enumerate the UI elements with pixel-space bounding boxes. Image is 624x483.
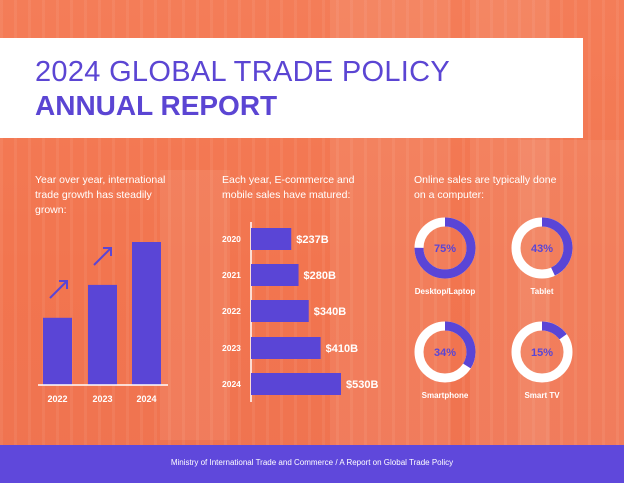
- donut-category-label: Desktop/Laptop: [415, 287, 476, 296]
- donut-value-label: 15%: [531, 347, 553, 359]
- arrow-up-right-icon: [93, 247, 112, 266]
- arrow-up-right-icon: [103, 247, 112, 256]
- sales-value-label: $340B: [314, 306, 346, 318]
- growth-bar: [132, 242, 161, 385]
- sales-bar: [251, 228, 292, 250]
- sales-tick-label: 2022: [222, 306, 241, 316]
- title-banner: [0, 38, 583, 138]
- background-building: [520, 140, 624, 445]
- growth-tick-label: 2023: [92, 394, 112, 404]
- sales-bar: [251, 264, 299, 286]
- footer-text: Ministry of International Trade and Comm…: [170, 458, 454, 467]
- donut-category-label: Smartphone: [422, 391, 469, 400]
- sales-description: Each year, E-commerce and mobile sales h…: [222, 174, 355, 201]
- donut-slice: [511, 321, 573, 383]
- donut-value-label: 75%: [434, 243, 456, 255]
- donut-value-label: 34%: [434, 347, 456, 359]
- sales-bar: [251, 373, 341, 395]
- sales-value-label: $530B: [346, 379, 378, 391]
- donut-value-label: 43%: [531, 243, 553, 255]
- sales-tick-label: 2024: [222, 379, 241, 389]
- report-subtitle: ANNUAL REPORT: [35, 90, 278, 121]
- sales-bar: [251, 300, 309, 322]
- sales-value-label: $237B: [296, 234, 328, 246]
- growth-description: Year over year, international trade grow…: [35, 174, 166, 216]
- growth-bar: [43, 317, 72, 385]
- donut-slice: [414, 321, 476, 383]
- growth-tick-label: 2022: [47, 394, 67, 404]
- sales-tick-label: 2021: [222, 270, 241, 280]
- arrow-up-right-icon: [49, 280, 68, 299]
- arrow-up-right-icon: [59, 280, 68, 289]
- background-building: [160, 170, 230, 440]
- sales-value-label: $410B: [326, 343, 358, 355]
- donut-category-label: Smart TV: [524, 391, 560, 400]
- donut-slice: [511, 217, 573, 279]
- sales-tick-label: 2023: [222, 343, 241, 353]
- sales-bar: [251, 337, 321, 359]
- growth-tick-label: 2024: [136, 394, 156, 404]
- donut-slice: [414, 217, 476, 279]
- report-title: 2024 GLOBAL TRADE POLICY: [35, 56, 450, 88]
- sales-tick-label: 2020: [222, 234, 241, 244]
- growth-bar: [88, 284, 117, 385]
- footer-bar: [0, 445, 624, 483]
- donut-category-label: Tablet: [531, 287, 554, 296]
- online-description: Online sales are typically done on a com…: [414, 174, 557, 201]
- sales-value-label: $280B: [304, 270, 336, 282]
